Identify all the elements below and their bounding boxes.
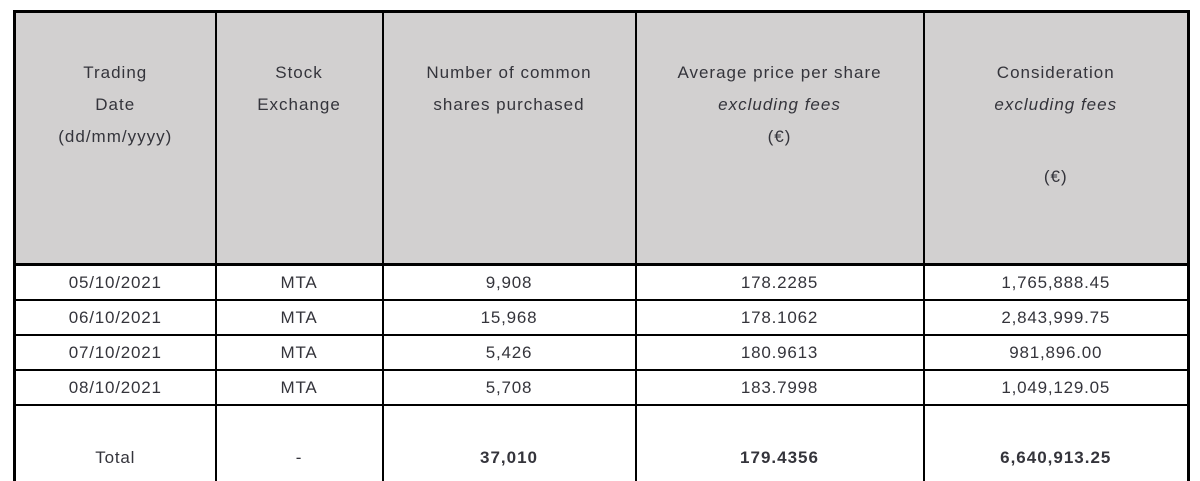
table-row: 08/10/2021 MTA 5,708 183.7998 1,049,129.… xyxy=(13,369,1190,406)
cell-avg-price: 178.2285 xyxy=(634,263,925,301)
header-line: Number of common xyxy=(426,63,592,82)
header-line-excluding-fees: excluding fees xyxy=(994,95,1118,114)
header-line: shares purchased xyxy=(433,95,585,114)
header-cell-shares-purchased: Number of common shares purchased xyxy=(381,10,637,266)
header-cell-average-price: Average price per share excluding fees (… xyxy=(634,10,925,266)
total-shares: 37,010 xyxy=(381,404,637,481)
header-row: Trading Date (dd/mm/yyyy) Stock Exchange… xyxy=(13,10,1190,266)
cell-stock-exchange: MTA xyxy=(214,334,384,371)
cell-consideration: 981,896.00 xyxy=(922,334,1190,371)
cell-stock-exchange: MTA xyxy=(214,299,384,336)
cell-avg-price: 183.7998 xyxy=(634,369,925,406)
cell-shares: 15,968 xyxy=(381,299,637,336)
cell-consideration: 1,765,888.45 xyxy=(922,263,1190,301)
cell-trading-date: 05/10/2021 xyxy=(13,263,217,301)
header-line: Consideration xyxy=(996,63,1115,82)
cell-stock-exchange: MTA xyxy=(214,263,384,301)
header-line-excluding-fees: excluding fees xyxy=(718,95,841,114)
cell-trading-date: 07/10/2021 xyxy=(13,334,217,371)
cell-shares: 5,426 xyxy=(381,334,637,371)
header-cell-consideration: Consideration excluding fees (€) xyxy=(922,10,1190,266)
cell-avg-price: 178.1062 xyxy=(634,299,925,336)
cell-shares: 9,908 xyxy=(381,263,637,301)
total-row: Total - 37,010 179.4356 6,640,913.25 xyxy=(13,404,1190,481)
table-row: 07/10/2021 MTA 5,426 180.9613 981,896.00 xyxy=(13,334,1190,371)
header-line-currency: (€) xyxy=(1043,167,1068,186)
header-line: Average price per share xyxy=(677,63,882,82)
header-line-currency: (€) xyxy=(767,127,792,146)
header-line: (dd/mm/yyyy) xyxy=(58,127,173,146)
cell-trading-date: 06/10/2021 xyxy=(13,299,217,336)
cell-avg-price: 180.9613 xyxy=(634,334,925,371)
cell-trading-date: 08/10/2021 xyxy=(13,369,217,406)
total-label: Total xyxy=(13,404,217,481)
header-cell-stock-exchange: Stock Exchange xyxy=(214,10,384,266)
total-avg-price: 179.4356 xyxy=(634,404,925,481)
header-line: Trading xyxy=(83,63,148,82)
header-line: Stock xyxy=(275,63,323,82)
total-consideration: 6,640,913.25 xyxy=(922,404,1190,481)
header-line: Date xyxy=(95,95,136,114)
total-stock-exchange: - xyxy=(214,404,384,481)
share-buyback-table: Trading Date (dd/mm/yyyy) Stock Exchange… xyxy=(13,10,1190,481)
table-row: 06/10/2021 MTA 15,968 178.1062 2,843,999… xyxy=(13,299,1190,336)
header-line: Exchange xyxy=(257,95,341,114)
cell-shares: 5,708 xyxy=(381,369,637,406)
cell-consideration: 2,843,999.75 xyxy=(922,299,1190,336)
cell-consideration: 1,049,129.05 xyxy=(922,369,1190,406)
header-spacer xyxy=(926,121,1187,161)
cell-stock-exchange: MTA xyxy=(214,369,384,406)
table-row: 05/10/2021 MTA 9,908 178.2285 1,765,888.… xyxy=(13,263,1190,301)
header-cell-trading-date: Trading Date (dd/mm/yyyy) xyxy=(13,10,217,266)
